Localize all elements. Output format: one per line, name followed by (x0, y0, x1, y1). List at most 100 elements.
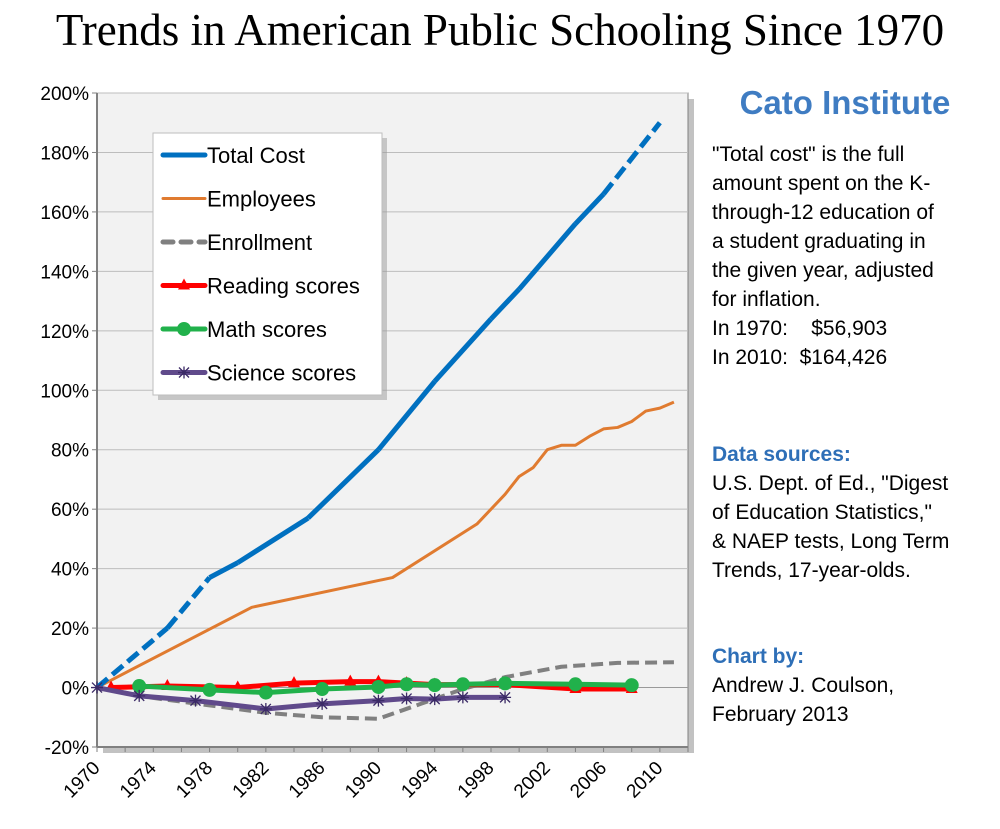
series-employees (96, 400, 675, 689)
triangle-marker (288, 676, 300, 688)
line-segment (236, 515, 310, 565)
y-tick-label: 40% (51, 560, 89, 581)
x-tick-label: 1982 (229, 758, 274, 803)
y-tick-label: 140% (40, 262, 89, 283)
series-line (96, 400, 675, 689)
credit-heading: Chart by: (712, 645, 805, 668)
legend-label: Enrollment (207, 230, 312, 255)
x-tick-label: 1974 (116, 757, 161, 802)
note-line: through-12 education of (712, 201, 934, 224)
chart-title: Trends in American Public Schooling Sinc… (55, 5, 945, 55)
asterisk-marker (259, 702, 272, 715)
circle-marker (498, 676, 513, 691)
legend-item: Enrollment (160, 230, 312, 255)
circle-marker (132, 679, 147, 694)
source-line: U.S. Dept. of Ed., "Digest (712, 472, 949, 495)
x-tick-label: 1994 (398, 757, 443, 802)
x-tick-label: 2010 (623, 758, 668, 803)
line-segment (573, 192, 606, 226)
y-tick-label: 180% (40, 143, 89, 164)
legend-item: Reading scores (160, 274, 360, 299)
circle-marker (399, 677, 414, 692)
legend-item: Science scores (160, 361, 356, 386)
legend-item: Math scores (160, 317, 327, 342)
circle-marker (258, 685, 273, 700)
credit-line: February 2013 (712, 703, 849, 726)
series-math-scores (132, 676, 639, 700)
asterisk-marker (178, 366, 190, 379)
organization-name: Cato Institute (739, 84, 951, 121)
source-line: & NAEP tests, Long Term (712, 530, 950, 553)
chart-credit: Chart by: Andrew J. Coulson, February 20… (712, 642, 894, 729)
triangle-marker (178, 278, 190, 290)
asterisk-marker (428, 693, 441, 706)
asterisk-marker (372, 694, 385, 707)
note-line: amount spent on the K- (712, 172, 931, 195)
note-line: "Total cost" is the full (712, 143, 905, 166)
x-tick-label: 1986 (285, 758, 330, 803)
x-tick-label: 1998 (454, 758, 499, 803)
y-tick-label: -20% (45, 738, 89, 759)
line-segment (376, 379, 437, 452)
line-segment (306, 447, 381, 520)
note-line: for inflation. (712, 288, 821, 311)
y-tick-label: 160% (40, 203, 89, 224)
line-segment (601, 121, 662, 196)
y-tick-label: 60% (51, 500, 89, 521)
asterisk-marker (316, 697, 329, 710)
x-tick-label: 1970 (60, 758, 105, 803)
circle-marker (177, 322, 191, 336)
y-tick-label: 100% (40, 381, 89, 402)
y-tick-label: 80% (51, 441, 89, 462)
line-segment (489, 287, 521, 321)
line-segment (95, 626, 169, 690)
line-segment (165, 575, 212, 630)
legend-box (152, 132, 383, 396)
y-tick-label: 20% (51, 619, 89, 640)
legend-label: Math scores (207, 317, 327, 342)
legend-label: Reading scores (207, 274, 360, 299)
data-sources: Data sources: U.S. Dept. of Ed., "Digest… (712, 440, 949, 585)
cost-2010: In 2010: $164,426 (712, 346, 888, 369)
credit-line: Andrew J. Coulson, (712, 674, 895, 697)
cost-note: "Total cost" is the full amount spent on… (712, 140, 934, 372)
series-line (96, 685, 506, 712)
legend-item: Employees (161, 187, 316, 212)
x-tick-label: 1990 (341, 758, 386, 803)
note-line: the given year, adjusted (712, 259, 934, 282)
series-science-scores (91, 681, 512, 715)
triangle-marker (344, 674, 357, 686)
asterisk-marker (91, 681, 103, 694)
source-line: of Education Statistics," (712, 501, 932, 524)
legend-item: Total Cost (160, 143, 305, 168)
asterisk-marker (189, 694, 202, 707)
y-tick-label: 120% (40, 322, 89, 343)
asterisk-marker (400, 692, 413, 705)
x-tick-label: 2002 (510, 758, 555, 803)
circle-marker (427, 678, 442, 693)
legend-label: Science scores (207, 361, 356, 386)
source-line: Trends, 17-year-olds. (712, 559, 911, 582)
cost-1970: In 1970: $56,903 (712, 317, 888, 340)
sources-heading: Data sources: (712, 443, 851, 466)
y-tick-label: 0% (62, 679, 90, 700)
line-segment (208, 560, 239, 580)
circle-marker (624, 678, 639, 693)
asterisk-marker (133, 689, 146, 702)
x-tick-label: 2006 (566, 758, 611, 803)
legend: Total Cost Employees Enrollment Reading sco… (152, 132, 387, 400)
legend-label: Total Cost (207, 143, 305, 168)
x-tick-label: 1978 (172, 758, 217, 803)
asterisk-marker (456, 691, 469, 704)
circle-marker (568, 677, 583, 692)
legend-label: Employees (207, 187, 316, 212)
y-tick-label: 200% (40, 84, 89, 105)
circle-marker (202, 682, 217, 697)
circle-marker (315, 682, 330, 697)
series-total-cost (95, 121, 662, 690)
line-segment (517, 222, 578, 291)
note-line: a student graduating in (712, 230, 926, 253)
asterisk-marker (499, 691, 512, 704)
circle-marker (371, 679, 386, 694)
